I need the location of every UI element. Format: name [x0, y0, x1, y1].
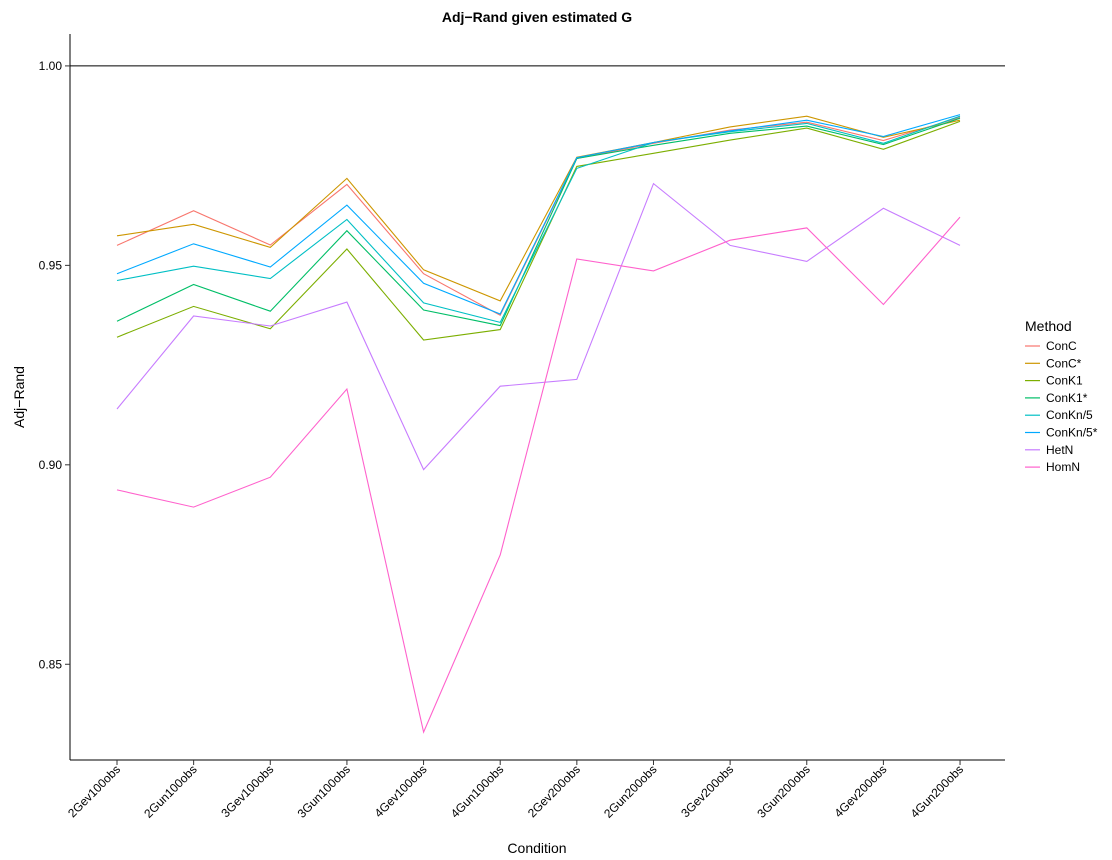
- plot-area: 0.85 0.90 0.95 1.00 2Gev100obs 2Gun100obs 3Gev…: [39, 34, 1005, 821]
- legend-label-conc-star: ConC*: [1046, 356, 1082, 370]
- legend-label-conc: ConC: [1046, 339, 1077, 353]
- series-line-homn: [116, 216, 961, 734]
- series-line-conc: [116, 116, 961, 316]
- chart-title: Adj−Rand given estimated G: [442, 9, 632, 25]
- legend-label-conk1: ConK1: [1046, 374, 1083, 388]
- x-tick-label: 2Gev100obs: [65, 762, 123, 820]
- y-axis-title: Adj−Rand: [11, 366, 27, 428]
- x-tick-label: 2Gun200obs: [601, 762, 660, 821]
- series-line-conc-star: [116, 115, 961, 302]
- legend-label-homn: HomN: [1046, 460, 1080, 474]
- series-line-conkn-5: [116, 115, 961, 324]
- series-line-conk1-star: [116, 117, 961, 327]
- series-line-conk1: [116, 120, 961, 341]
- x-tick-label: 3Gun200obs: [754, 762, 813, 821]
- legend-label-conkn-5-star: ConKn/5*: [1046, 426, 1098, 440]
- x-tick-label: 2Gun100obs: [141, 762, 200, 821]
- x-tick-label: 2Gev200obs: [525, 762, 583, 820]
- y-tick-label: 0.90: [39, 458, 63, 472]
- x-tick-label: 4Gev200obs: [831, 762, 889, 820]
- y-tick-label: 0.95: [39, 258, 63, 272]
- x-axis-title: Condition: [507, 840, 566, 856]
- x-tick-label: 4Gev100obs: [372, 762, 430, 820]
- series-line-conkn-5-star: [116, 114, 961, 315]
- series-line-hetn: [116, 182, 961, 471]
- legend-label-conkn-5: ConKn/5: [1046, 408, 1093, 422]
- x-tick-label: 3Gev100obs: [218, 762, 276, 820]
- legend-label-hetn: HetN: [1046, 443, 1073, 457]
- y-tick-label: 1.00: [39, 59, 63, 73]
- legend-label-conk1-star: ConK1*: [1046, 391, 1088, 405]
- x-tick-label: 4Gun200obs: [908, 762, 967, 821]
- y-tick-label: 0.85: [39, 657, 63, 671]
- legend: Method ConC ConC* ConK1 ConK1* ConKn/5 ConKn/…: [1025, 318, 1098, 474]
- x-tick-label: 3Gev200obs: [678, 762, 736, 820]
- x-tick-label: 3Gun100obs: [295, 762, 354, 821]
- x-tick-label: 4Gun100obs: [448, 762, 507, 821]
- legend-title: Method: [1025, 318, 1072, 334]
